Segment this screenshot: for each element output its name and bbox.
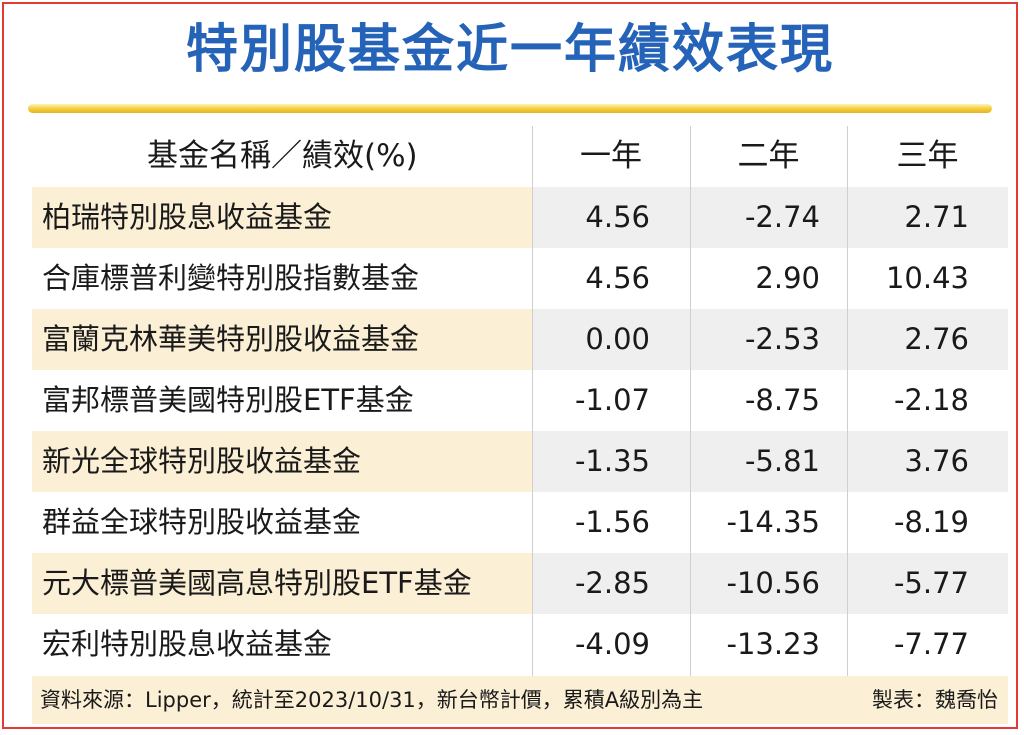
column-divider [690, 126, 691, 676]
table-row: 合庫標普利變特別股指數基金 4.56 2.90 10.43 [32, 248, 1008, 309]
three-year-value: 2.71 [904, 200, 969, 234]
two-year-value: 2.90 [755, 261, 820, 295]
table-row: 柏瑞特別股息收益基金 4.56 -2.74 2.71 [32, 187, 1008, 248]
title-underline [28, 104, 992, 113]
table-header-row: 基金名稱／績效(%) 一年 二年 三年 [32, 126, 1008, 187]
three-year-value: 2.76 [904, 322, 969, 356]
fund-name: 富邦標普美國特別股ETF基金 [42, 383, 414, 417]
column-divider [847, 126, 848, 676]
one-year-value: -1.56 [574, 505, 650, 539]
source-note: 資料來源：Lipper，統計至2023/10/31，新台幣計價，累積A級別為主 [40, 688, 704, 712]
one-year-value: 4.56 [585, 261, 650, 295]
fund-name: 合庫標普利變特別股指數基金 [42, 261, 420, 295]
table-row: 富蘭克林華美特別股收益基金 0.00 -2.53 2.76 [32, 309, 1008, 370]
three-year-value: -2.18 [893, 383, 969, 417]
fund-name: 富蘭克林華美特別股收益基金 [32, 309, 532, 370]
credit-note: 製表：魏喬怡 [872, 688, 998, 712]
fund-name: 元大標普美國高息特別股ETF基金 [32, 553, 532, 614]
two-year-value: -14.35 [726, 505, 821, 539]
three-year-value: -5.77 [893, 566, 969, 600]
two-year-value: -2.53 [744, 322, 820, 356]
one-year-value: 0.00 [585, 322, 650, 356]
one-year-value: -1.07 [574, 383, 650, 417]
fund-name: 新光全球特別股收益基金 [32, 431, 532, 492]
three-year-value: -7.77 [893, 627, 969, 661]
header-fund-name: 基金名稱／績效(%) [147, 138, 418, 174]
one-year-value: -1.35 [574, 444, 650, 478]
column-divider [532, 126, 533, 676]
fund-name: 宏利特別股息收益基金 [42, 627, 333, 661]
table-row: 元大標普美國高息特別股ETF基金 -2.85 -10.56 -5.77 [32, 553, 1008, 614]
one-year-value: 4.56 [585, 200, 650, 234]
fund-name: 群益全球特別股收益基金 [42, 505, 362, 539]
header-one-year: 一年 [580, 138, 642, 174]
performance-table: 基金名稱／績效(%) 一年 二年 三年 柏瑞特別股息收益基金 4.56 -2.7… [32, 126, 1008, 676]
three-year-value: -8.19 [893, 505, 969, 539]
one-year-value: -4.09 [574, 627, 650, 661]
header-two-year: 二年 [737, 138, 800, 174]
one-year-value: -2.85 [574, 566, 650, 600]
two-year-value: -13.23 [726, 627, 821, 661]
table-row: 宏利特別股息收益基金 -4.09 -13.23 -7.77 [32, 614, 1008, 675]
two-year-value: -5.81 [744, 444, 820, 478]
two-year-value: -8.75 [744, 383, 820, 417]
table-row: 富邦標普美國特別股ETF基金 -1.07 -8.75 -2.18 [32, 370, 1008, 431]
footer-bar: 資料來源：Lipper，統計至2023/10/31，新台幣計價，累積A級別為主 … [32, 676, 1008, 724]
two-year-value: -10.56 [726, 566, 821, 600]
table-row: 群益全球特別股收益基金 -1.56 -14.35 -8.19 [32, 492, 1008, 553]
fund-name: 柏瑞特別股息收益基金 [32, 187, 532, 248]
three-year-value: 3.76 [904, 444, 969, 478]
chart-title: 特別股基金近一年績效表現 [185, 20, 834, 80]
two-year-value: -2.74 [744, 200, 820, 234]
three-year-value: 10.43 [885, 261, 969, 295]
table-row: 新光全球特別股收益基金 -1.35 -5.81 3.76 [32, 431, 1008, 492]
header-three-year: 三年 [896, 138, 959, 174]
